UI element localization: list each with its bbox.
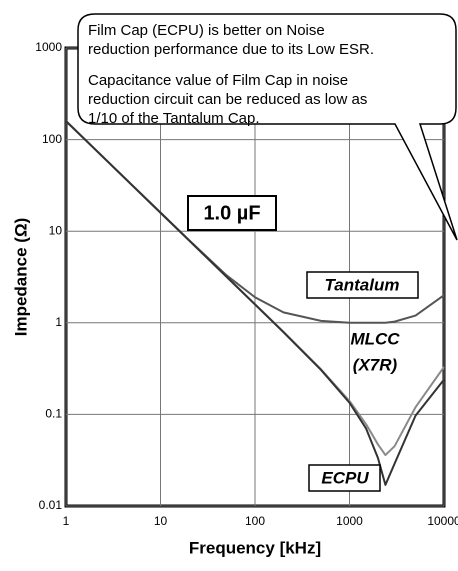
x-tick-label: 1000 xyxy=(336,514,363,528)
mlcc-label: (X7R) xyxy=(353,355,398,374)
callout-text: Film Cap (ECPU) is better on Noise xyxy=(88,22,325,39)
x-tick-label: 10000 xyxy=(427,514,458,528)
label-box xyxy=(308,464,381,492)
x-tick-label: 10 xyxy=(154,514,168,528)
x-tick-label: 1 xyxy=(63,514,70,528)
y-tick-label: 100 xyxy=(42,132,62,146)
tantalum-label: Tantalum xyxy=(325,275,400,294)
x-axis-title: Frequency [kHz] xyxy=(189,538,321,557)
y-axis-title: Impedance (Ω) xyxy=(11,218,30,337)
callout-text: 1/10 of the Tantalum Cap. xyxy=(88,110,260,127)
callout-text: reduction circuit can be reduced as low … xyxy=(88,91,367,108)
label-box xyxy=(306,271,419,299)
y-tick-label: 1 xyxy=(55,315,62,329)
y-tick-label: 0.1 xyxy=(45,407,62,421)
mlcc-label: MLCC xyxy=(350,329,400,348)
callout-text: Capacitance value of Film Cap in noise xyxy=(88,72,348,89)
callout-text: reduction performance due to its Low ESR… xyxy=(88,41,374,58)
ecpu-label: ECPU xyxy=(321,468,369,487)
callout-bubble xyxy=(77,13,458,241)
y-tick-label: 0.01 xyxy=(39,498,63,512)
label-box xyxy=(187,195,277,231)
series-line xyxy=(65,120,445,486)
y-tick-label: 1000 xyxy=(35,40,62,54)
capacitance-label: 1.0 µF xyxy=(203,202,260,224)
y-tick-label: 10 xyxy=(49,223,63,237)
x-tick-label: 100 xyxy=(245,514,265,528)
series-lines xyxy=(65,120,445,486)
